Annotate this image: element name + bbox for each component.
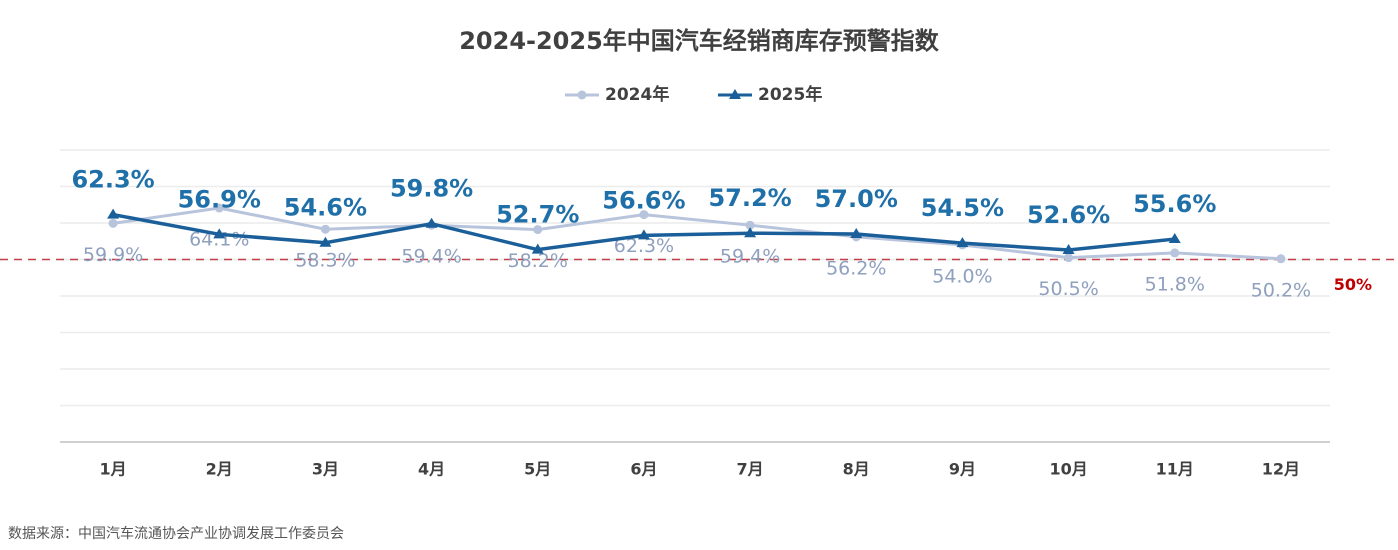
data-label: 52.6%	[1027, 201, 1110, 229]
x-tick-label: 11月	[1156, 460, 1194, 479]
series-line	[112, 206, 1282, 261]
data-label: 56.2%	[826, 257, 886, 279]
legend-marker	[729, 89, 741, 99]
point-marker	[320, 224, 330, 234]
data-label: 62.3%	[614, 235, 674, 257]
x-tick-label: 8月	[843, 460, 870, 479]
data-label: 62.3%	[71, 166, 154, 194]
data-label: 50.5%	[1038, 278, 1098, 300]
data-label: 50.2%	[1251, 279, 1311, 301]
point-marker	[637, 229, 650, 240]
source-note: 数据来源：中国汽车流通协会产业协调发展工作委员会	[8, 525, 344, 542]
x-tick-label: 6月	[630, 460, 657, 479]
chart-title: 2024-2025年中国汽车经销商库存预警指数	[459, 27, 940, 55]
x-tick-label: 7月	[737, 460, 764, 479]
data-label: 51.8%	[1145, 273, 1205, 295]
x-tick-label: 4月	[418, 460, 445, 479]
point-marker	[1062, 244, 1075, 255]
legend-label: 2024年	[605, 84, 669, 105]
point-marker	[745, 220, 755, 230]
legend-marker	[577, 90, 587, 100]
x-tick-label: 5月	[524, 460, 551, 479]
point-marker	[744, 227, 757, 238]
x-tick-label: 1月	[100, 460, 127, 479]
point-marker	[639, 210, 649, 220]
point-marker	[533, 225, 543, 235]
point-marker	[531, 243, 544, 254]
data-label: 54.5%	[921, 194, 1004, 222]
x-tick-label: 3月	[312, 460, 339, 479]
point-marker	[108, 218, 118, 228]
x-tick-label: 2月	[206, 460, 233, 479]
data-label: 58.3%	[295, 250, 355, 272]
point-marker	[850, 227, 863, 238]
data-label: 59.8%	[390, 175, 473, 203]
point-marker	[956, 237, 969, 248]
x-tick-label: 9月	[949, 460, 976, 479]
data-label: 57.2%	[708, 184, 791, 212]
data-label: 56.9%	[178, 185, 261, 213]
point-marker	[319, 236, 332, 247]
data-label: 58.2%	[508, 250, 568, 272]
data-label: 57.0%	[815, 185, 898, 213]
data-label: 55.6%	[1133, 190, 1216, 218]
data-label: 54.6%	[284, 194, 367, 222]
data-label: 56.6%	[602, 186, 685, 214]
point-marker	[1168, 233, 1181, 244]
point-marker	[213, 228, 226, 239]
point-marker	[107, 208, 120, 219]
point-marker	[214, 203, 224, 213]
point-marker	[1064, 253, 1074, 263]
legend-label: 2025年	[758, 84, 822, 105]
data-label: 59.9%	[83, 244, 143, 266]
point-marker	[1170, 248, 1180, 258]
point-marker	[1276, 254, 1286, 264]
reference-label: 50%	[1334, 275, 1372, 294]
x-tick-label: 12月	[1262, 460, 1300, 479]
point-marker	[425, 217, 438, 228]
data-label: 59.4%	[720, 246, 780, 268]
data-label: 59.4%	[401, 246, 461, 268]
data-label: 52.7%	[496, 201, 579, 229]
data-label: 54.0%	[932, 265, 992, 287]
x-tick-label: 10月	[1049, 460, 1087, 479]
